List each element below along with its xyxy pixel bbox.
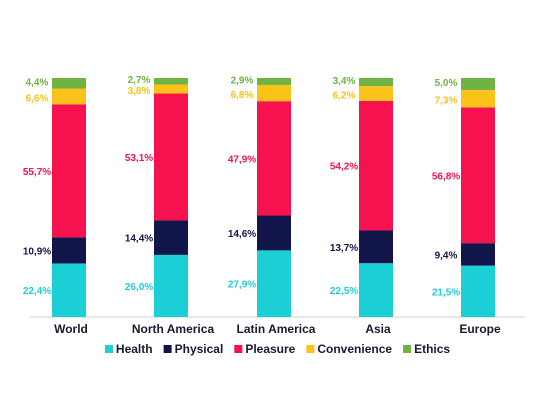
value-label-europe-convenience: 7,3% [435,96,458,107]
bar-world-ethics [52,78,86,89]
value-label-asia-pleasure: 54,2% [330,162,358,173]
value-label-europe-health: 21,5% [432,287,460,298]
data-labels-group: 22,4% 10,9% 55,7% 6,6% 4,4% 26,0% 14,4% 53,1% 3,… [23,75,460,298]
value-label-north-america-pleasure: 53,1% [125,153,153,164]
value-label-latin-america-physical: 14,6% [228,229,256,240]
value-label-world-ethics: 4,4% [26,77,49,88]
value-label-world-physical: 10,9% [23,246,51,257]
legend-item-health: Health [104,342,153,356]
legend-swatch-physical [163,345,172,353]
legend-item-physical: Physical [163,342,224,356]
bar-latin-america-health [257,250,291,317]
value-label-asia-health: 22,5% [330,286,358,297]
bar-europe-health [461,265,495,317]
legend-item-convenience: Convenience [306,342,392,356]
bar-asia-ethics [359,78,393,87]
category-label-asia: Asia [365,322,391,336]
value-label-world-pleasure: 55,7% [23,167,51,178]
bar-north-america-ethics [154,78,188,85]
value-label-latin-america-ethics: 2,9% [231,75,254,86]
legend-item-pleasure: Pleasure [234,342,296,356]
value-label-europe-ethics: 5,0% [435,78,458,89]
value-label-north-america-convenience: 3,8% [128,86,151,97]
legend-label-convenience: Convenience [317,342,392,356]
value-label-latin-america-pleasure: 47,9% [228,154,256,165]
bar-latin-america-physical [257,215,291,251]
bars-group [52,78,495,317]
legend-swatch-health [104,345,113,353]
bar-world-physical [52,237,86,264]
category-label-north-america: North America [132,322,215,336]
category-label-world: World [54,322,88,336]
legend-label-ethics: Ethics [414,342,450,356]
bar-asia-physical [359,230,393,264]
bar-north-america-health [154,254,188,317]
bar-europe-ethics [461,78,495,90]
category-labels-group: World North America Latin America Asia Europ… [54,322,501,336]
legend: Health Physical Pleasure Convenience Ethics [104,342,450,356]
bar-latin-america-ethics [257,78,291,85]
value-label-latin-america-convenience: 6,8% [231,90,254,101]
legend-label-pleasure: Pleasure [245,342,295,356]
bar-asia-convenience [359,86,393,101]
value-label-world-health: 22,4% [23,286,51,297]
value-label-asia-ethics: 3,4% [333,76,356,87]
bar-europe-convenience [461,89,495,108]
legend-swatch-convenience [306,345,315,353]
legend-label-physical: Physical [175,342,224,356]
bar-world-pleasure [52,104,86,238]
bar-world-convenience [52,88,86,105]
legend-item-ethics: Ethics [403,342,450,356]
value-label-europe-physical: 9,4% [435,250,458,261]
value-label-north-america-ethics: 2,7% [128,75,151,86]
bar-world-health [52,263,86,317]
bar-asia-pleasure [359,100,393,231]
value-label-latin-america-health: 27,9% [228,280,256,291]
bar-north-america-physical [154,220,188,255]
bar-asia-health [359,263,393,317]
value-label-north-america-health: 26,0% [125,282,153,293]
value-label-world-convenience: 6,6% [26,93,49,104]
value-label-asia-convenience: 6,2% [333,91,356,102]
bar-north-america-pleasure [154,93,188,221]
value-label-asia-physical: 13,7% [330,243,358,254]
legend-label-health: Health [116,342,153,356]
bar-europe-physical [461,243,495,266]
category-label-europe: Europe [459,322,501,336]
legend-swatch-ethics [403,345,412,353]
category-label-latin-america: Latin America [237,322,316,336]
value-label-north-america-physical: 14,4% [125,234,153,245]
bar-latin-america-convenience [257,84,291,102]
bar-north-america-convenience [154,84,188,94]
bar-latin-america-pleasure [257,101,291,216]
legend-swatch-pleasure [234,345,243,353]
bar-europe-pleasure [461,107,495,244]
value-label-europe-pleasure: 56,8% [432,171,460,182]
